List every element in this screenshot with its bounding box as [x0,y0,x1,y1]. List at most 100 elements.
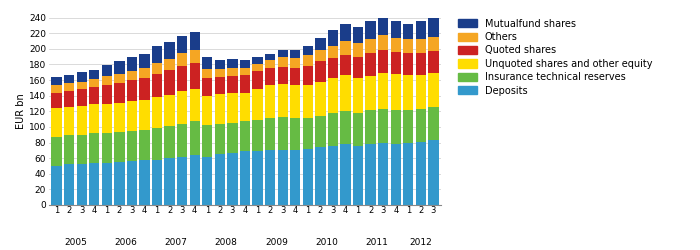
Bar [64,91,74,106]
Bar [253,151,262,205]
Bar [277,150,288,205]
Bar [277,50,288,57]
Y-axis label: EUR bn: EUR bn [16,93,26,129]
Bar [164,95,175,126]
Bar [328,113,338,146]
Bar [378,109,388,143]
Text: 2005: 2005 [64,238,87,247]
Text: 2010: 2010 [315,238,338,247]
Text: 2009: 2009 [265,238,288,247]
Bar [302,149,313,205]
Bar [353,113,363,146]
Bar [114,61,125,74]
Bar [277,84,288,117]
Bar [290,50,300,58]
Bar [114,162,125,205]
Text: 2006: 2006 [114,238,137,247]
Bar [265,60,275,68]
Bar [164,70,175,95]
Bar [240,75,250,92]
Bar [127,56,137,70]
Bar [152,46,162,63]
Bar [139,54,150,68]
Bar [403,142,414,205]
Bar [391,144,401,205]
Bar [177,36,188,54]
Text: 2011: 2011 [365,238,389,247]
Bar [127,101,137,131]
Bar [428,37,439,51]
Bar [228,68,237,76]
Bar [102,163,112,205]
Bar [403,54,414,75]
Bar [416,38,426,53]
Bar [290,68,300,85]
Bar [51,108,62,137]
Bar [365,110,376,144]
Bar [152,74,162,97]
Bar [428,73,439,107]
Bar [102,104,112,133]
Bar [428,51,439,73]
Bar [302,118,313,149]
Bar [428,18,439,37]
Bar [102,76,112,86]
Bar [365,144,376,205]
Bar [127,131,137,161]
Legend: Mutualfund shares, Others, Quoted shares, Unquoted shares and other equity, Insu: Mutualfund shares, Others, Quoted shares… [458,18,652,96]
Bar [302,55,313,66]
Bar [253,88,262,120]
Bar [76,135,87,164]
Bar [89,163,99,205]
Bar [265,118,275,150]
Bar [139,100,150,130]
Bar [391,38,401,52]
Bar [89,87,99,104]
Bar [328,78,338,113]
Bar [51,166,62,205]
Bar [190,88,200,122]
Bar [64,75,74,83]
Bar [202,56,213,69]
Bar [102,133,112,163]
Bar [328,146,338,205]
Bar [428,140,439,205]
Bar [215,77,225,94]
Bar [114,74,125,83]
Bar [378,143,388,205]
Bar [164,59,175,70]
Bar [365,53,376,76]
Bar [315,116,326,147]
Bar [164,126,175,158]
Bar [240,151,250,205]
Bar [277,67,288,84]
Bar [416,74,426,109]
Bar [265,68,275,86]
Bar [76,106,87,135]
Bar [215,60,225,69]
Bar [340,41,351,55]
Bar [139,160,150,205]
Bar [51,77,62,85]
Bar [152,128,162,160]
Bar [391,52,401,74]
Bar [139,78,150,100]
Bar [190,63,200,88]
Bar [253,64,262,72]
Bar [253,57,262,64]
Bar [152,160,162,205]
Bar [51,137,62,166]
Bar [102,65,112,76]
Bar [177,54,188,66]
Bar [315,82,326,116]
Bar [403,75,414,110]
Bar [290,58,300,68]
Bar [76,82,87,90]
Bar [202,69,213,78]
Bar [202,78,213,96]
Bar [353,146,363,205]
Bar [302,85,313,117]
Bar [76,90,87,106]
Bar [353,78,363,113]
Bar [416,22,426,38]
